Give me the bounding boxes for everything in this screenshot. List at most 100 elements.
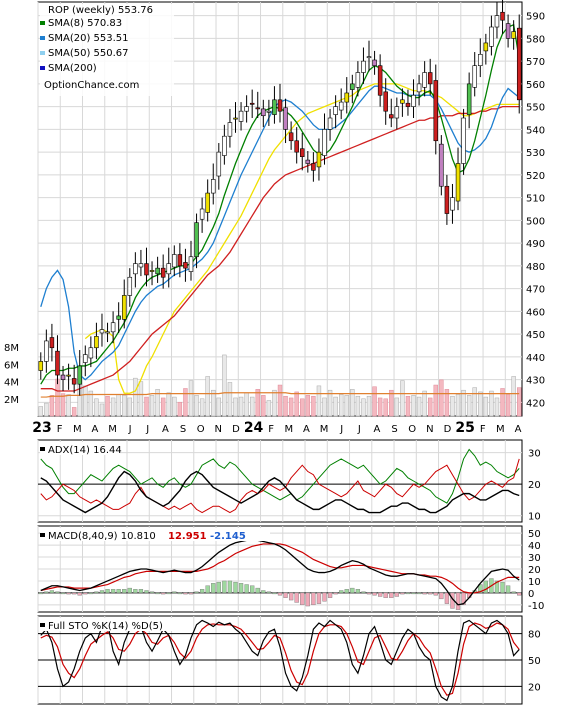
x-axis-label: F	[268, 424, 274, 435]
macd-histogram-bar	[511, 591, 516, 594]
macd-histogram-bar	[110, 589, 116, 594]
macd-histogram-bar	[227, 580, 233, 594]
volume-bar	[322, 397, 327, 417]
candle-body	[249, 102, 255, 105]
adx-title: ADX(14) 16.44	[48, 445, 122, 456]
macd-histogram-bar	[188, 592, 194, 595]
volume-bar	[416, 396, 422, 417]
candle-body	[444, 185, 450, 214]
candle-body	[394, 106, 400, 119]
candle-body	[494, 15, 500, 28]
legend-box	[40, 4, 174, 96]
x-axis-label: N	[426, 424, 433, 435]
price-tick-label: 540	[526, 125, 545, 136]
candle-body	[272, 99, 277, 115]
candle-body	[188, 256, 194, 272]
macd-histogram-bar	[194, 591, 199, 594]
candle-body	[266, 110, 272, 113]
candle-body	[516, 27, 522, 101]
x-axis-label: A	[162, 424, 169, 435]
macd-histogram-bar	[261, 590, 266, 594]
candle-body	[500, 11, 505, 21]
macd-signal-value: 12.951	[168, 531, 207, 542]
volume-tick-label: 8M	[4, 343, 19, 354]
candle-body	[255, 107, 260, 110]
candle-body	[316, 151, 322, 168]
candle-body	[350, 83, 355, 90]
volume-bar	[177, 401, 183, 417]
macd-histogram-bar	[99, 590, 105, 594]
volume-bar	[110, 397, 116, 417]
volume-bar	[361, 398, 366, 417]
macd-histogram-bar	[222, 580, 227, 594]
macd-histogram-bar	[355, 589, 361, 594]
price-tick-label: 420	[526, 398, 545, 409]
legend-entry: SMA(50) 550.67	[48, 48, 129, 59]
macd-histogram-bar	[60, 592, 66, 595]
volume-bar	[105, 395, 110, 417]
x-axis-label: D	[232, 424, 240, 435]
macd-histogram-bar	[88, 592, 93, 595]
plus-di-line	[40, 448, 520, 504]
macd-histogram-bar	[49, 590, 55, 594]
x-axis-label: O	[197, 424, 205, 435]
macd-histogram-bar	[416, 592, 422, 595]
candle-body	[77, 365, 82, 385]
volume-bar	[211, 389, 216, 417]
volume-bar	[288, 397, 294, 417]
sto-tick-label: 80	[528, 630, 541, 641]
x-axis-label: A	[303, 424, 310, 435]
volume-bar	[149, 395, 155, 417]
candle-body	[149, 270, 155, 272]
volume-bar	[311, 395, 316, 417]
macd-tick-label: 30	[528, 553, 541, 564]
macd-histogram-bar	[305, 592, 310, 607]
macd-swatch	[40, 533, 45, 537]
volume-bar	[83, 385, 88, 417]
legend-swatch	[40, 51, 45, 55]
macd-histogram-bar	[44, 591, 49, 594]
candle-body	[88, 347, 94, 359]
volume-bar	[422, 390, 427, 417]
volume-bar	[238, 396, 244, 417]
macd-histogram-bar	[250, 585, 255, 594]
x-axis-label: 24	[244, 420, 264, 436]
volume-bar	[155, 389, 160, 417]
macd-tick-label: 0	[528, 589, 534, 600]
x-axis-label: O	[408, 424, 416, 435]
candle-body	[227, 122, 233, 137]
macd-histogram-bar	[127, 587, 132, 594]
legend-entry: SMA(200)	[48, 63, 97, 74]
candle-body	[127, 276, 133, 296]
macd-histogram-bar	[444, 592, 450, 604]
volume-bar	[261, 395, 266, 417]
volume-bar	[400, 380, 405, 417]
macd-histogram-bar	[77, 592, 82, 596]
candle-body	[411, 94, 416, 107]
x-axis-label: 23	[32, 420, 51, 436]
volume-bar	[383, 398, 388, 417]
candle-body	[427, 72, 433, 85]
macd-histogram-bar	[216, 581, 221, 594]
macd-histogram-bar	[172, 591, 177, 594]
volume-bar	[394, 397, 400, 417]
macd-histogram-bar	[277, 592, 283, 596]
candle-body	[155, 267, 160, 275]
candle-body	[505, 23, 511, 39]
price-tick-label: 590	[526, 12, 545, 23]
macd-histogram-bar	[155, 592, 160, 595]
volume-tick-label: 2M	[4, 395, 19, 406]
macd-histogram-bar	[294, 592, 299, 603]
watermark: OptionChance.com	[44, 80, 139, 91]
sma50-line	[84, 83, 520, 394]
volume-bar	[122, 395, 127, 417]
candle-body	[177, 254, 183, 267]
macd-histogram-bar	[288, 592, 294, 601]
macd-histogram-bar	[383, 592, 388, 598]
macd-histogram-bar	[339, 590, 344, 594]
x-axis-label: N	[215, 424, 222, 435]
price-tick-label: 460	[526, 307, 545, 318]
sto-title-bg	[40, 618, 190, 631]
price-title: ROP (weekly) 553.76	[48, 5, 153, 16]
macd-histogram-bar	[238, 583, 244, 594]
